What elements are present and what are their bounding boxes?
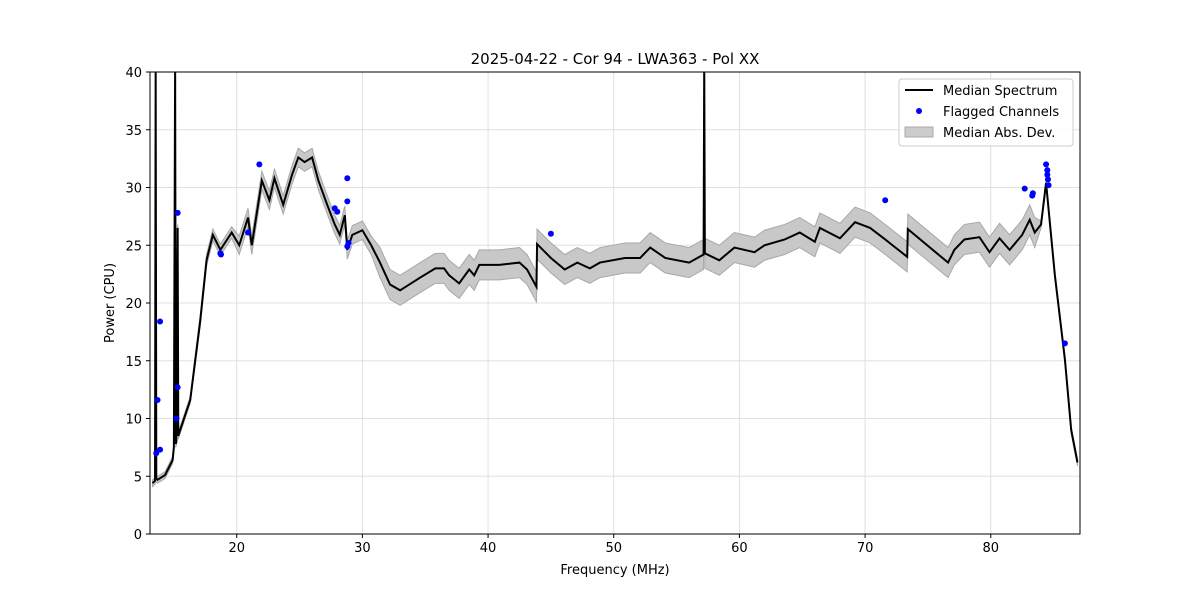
flagged-channel-point	[153, 450, 160, 457]
flagged-channel-point	[174, 384, 181, 391]
flagged-channel-point	[174, 209, 181, 216]
flagged-channel-point	[334, 208, 341, 215]
x-tick-label: 80	[982, 541, 999, 556]
legend-median: Median Spectrum	[943, 84, 1057, 99]
flagged-channel-point	[882, 197, 889, 204]
flagged-channel-point	[1044, 171, 1051, 178]
flagged-channel-point	[1061, 340, 1068, 347]
x-tick-label: 70	[857, 541, 874, 556]
x-tick-label: 40	[480, 541, 497, 556]
y-tick-label: 40	[125, 66, 142, 81]
x-tick-label: 60	[731, 541, 748, 556]
flagged-channel-point	[1044, 167, 1051, 174]
flagged-channel-point	[157, 446, 164, 453]
y-tick-label: 15	[125, 355, 142, 370]
flagged-channel-point	[547, 230, 554, 237]
chart-title: 2025-04-22 - Cor 94 - LWA363 - Pol XX	[471, 50, 760, 68]
flagged-channel-point	[173, 415, 180, 422]
flagged-channel-point	[345, 239, 352, 246]
y-tick-label: 10	[125, 413, 142, 428]
flagged-channel-point	[344, 198, 351, 205]
y-tick-label: 25	[125, 239, 142, 254]
legend-flagged: Flagged Channels	[943, 105, 1059, 120]
mad-band	[152, 72, 1078, 488]
y-tick-label: 0	[134, 528, 142, 543]
x-tick-label: 20	[228, 541, 245, 556]
y-axis-label: Power (CPU)	[103, 263, 118, 343]
flagged-channel-point	[1043, 161, 1050, 168]
flagged-points-group	[153, 161, 1068, 457]
flagged-channel-point	[1044, 176, 1051, 183]
flagged-channel-point	[1021, 185, 1028, 192]
flagged-channel-point	[154, 397, 161, 404]
y-tick-label: 5	[134, 470, 142, 485]
median-line-group	[151, 72, 1079, 484]
flagged-channel-point	[1029, 190, 1036, 197]
legend-mad: Median Abs. Dev.	[943, 126, 1055, 141]
x-tick-label: 30	[354, 541, 371, 556]
flagged-channel-point	[344, 175, 351, 182]
flagged-channel-point	[245, 229, 252, 236]
legend-box	[898, 78, 1074, 147]
legend-point-swatch	[916, 108, 922, 114]
y-tick-label: 20	[125, 297, 142, 312]
flagged-channel-point	[256, 161, 263, 168]
x-axis-label: Frequency (MHz)	[560, 563, 669, 578]
mad-band-group	[152, 72, 1078, 488]
legend: Median Spectrum Flagged Channels Median …	[898, 78, 1074, 147]
flagged-channel-point	[218, 251, 225, 258]
flagged-channel-point	[157, 318, 164, 325]
y-tick-label: 35	[125, 124, 142, 139]
flagged-channel-point	[1045, 182, 1052, 189]
median-spectrum-line	[151, 72, 1079, 484]
ticks: 20 30 40 50 60 70 80 0 5 10 15 20 25 30 35 40	[125, 66, 999, 556]
x-tick-label: 50	[605, 541, 622, 556]
y-tick-label: 30	[125, 182, 142, 197]
legend-band-swatch	[904, 126, 934, 138]
